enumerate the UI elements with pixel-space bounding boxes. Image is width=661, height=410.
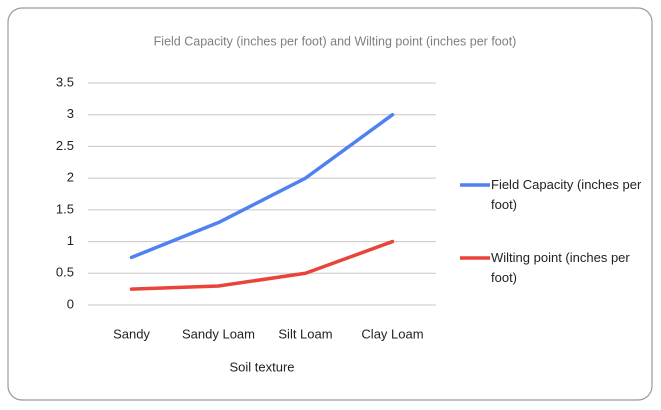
y-tick-label: 1.5 xyxy=(56,201,74,216)
y-tick-label: 0 xyxy=(67,296,74,311)
y-tick-label: 1 xyxy=(67,233,74,248)
x-tick-label: Sandy Loam xyxy=(182,326,255,341)
y-tick-label: 3.5 xyxy=(56,74,74,89)
chart-border xyxy=(7,7,653,401)
y-tick-label: 0.5 xyxy=(56,265,74,280)
x-tick-label: Clay Loam xyxy=(361,326,423,341)
y-tick-label: 2.5 xyxy=(56,138,74,153)
x-tick-label: Sandy xyxy=(113,326,150,341)
x-tick-label: Silt Loam xyxy=(278,326,332,341)
y-tick-label: 2 xyxy=(67,170,74,185)
y-tick-label: 3 xyxy=(67,106,74,121)
line-series xyxy=(129,112,395,260)
legend-label: Wilting point (inches per foot) xyxy=(491,250,630,285)
chart-title: Field Capacity (inches per foot) and Wil… xyxy=(154,34,517,48)
line-series xyxy=(129,239,395,291)
x-axis-label: Soil texture xyxy=(229,359,294,374)
legend-label: Field Capacity (inches per foot) xyxy=(491,177,642,212)
